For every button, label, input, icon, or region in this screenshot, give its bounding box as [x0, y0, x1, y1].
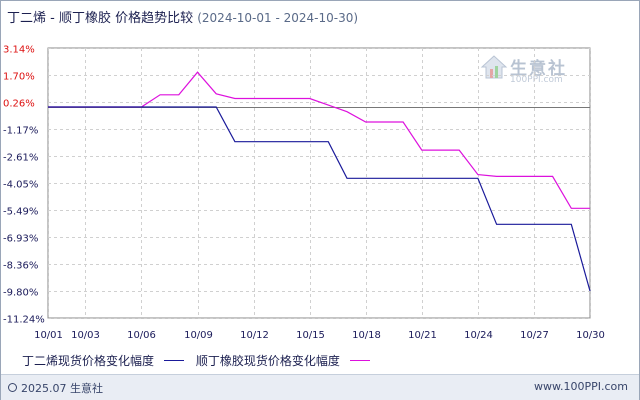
series-line-2 [48, 71, 590, 209]
legend-swatch-series2 [349, 360, 370, 361]
x-tick-label: 10/06 [127, 330, 156, 341]
y-tick-label: -2.61% [3, 153, 38, 164]
x-tick-label: 10/27 [520, 330, 549, 341]
legend-swatch-series1 [164, 360, 185, 361]
x-tick-label: 10/01 [34, 330, 63, 341]
footer-copyright: 2025.07 生意社 [8, 380, 103, 396]
chart-title-main: 丁二烯 - 顺丁橡胶 价格趋势比较 [7, 11, 194, 26]
x-tick-label: 10/21 [408, 330, 437, 341]
legend-item-series1: 丁二烯现货价格变化幅度 [22, 352, 185, 369]
watermark-cn: 生意社 [510, 59, 567, 79]
y-tick-label: -1.17% [3, 126, 38, 137]
y-tick-label: -8.36% [3, 261, 38, 272]
copyright-icon [8, 383, 17, 392]
y-tick-label: 1.70% [3, 72, 35, 83]
y-tick-label: -11.24% [3, 315, 45, 326]
series [48, 71, 591, 292]
footer-site-text: www.100PPI.com [534, 380, 628, 393]
chart-date-range: (2024-10-01 - 2024-10-30) [197, 11, 359, 25]
footer-site-link[interactable]: www.100PPI.com [534, 380, 628, 393]
x-tick-label: 10/30 [576, 330, 605, 341]
x-tick-label: 10/24 [464, 330, 493, 341]
y-tick-label: 3.14% [3, 45, 35, 56]
y-tick-label: -5.49% [3, 207, 38, 218]
y-tick-label: -6.93% [3, 234, 38, 245]
legend-label-series2: 顺丁橡胶现货价格变化幅度 [195, 354, 340, 368]
x-tick-label: 10/18 [352, 330, 381, 341]
legend-label-series1: 丁二烯现货价格变化幅度 [22, 354, 155, 368]
footer-copyright-text: 2025.07 生意社 [21, 382, 103, 395]
watermark-logo: 生意社 100PPI.com [480, 54, 565, 85]
y-tick-label: -9.80% [3, 288, 38, 299]
x-tick-label: 10/15 [296, 330, 325, 341]
legend: 丁二烯现货价格变化幅度 顺丁橡胶现货价格变化幅度 [22, 352, 378, 369]
x-tick-label: 10/03 [71, 330, 100, 341]
house-logo-icon [480, 55, 508, 79]
footer-bar [1, 374, 639, 400]
legend-item-series2: 顺丁橡胶现货价格变化幅度 [196, 352, 370, 369]
grid [47, 47, 591, 319]
y-tick-label: 0.26% [3, 99, 35, 110]
x-tick-label: 10/09 [184, 330, 213, 341]
series-line-1 [48, 106, 591, 292]
chart-title: 丁二烯 - 顺丁橡胶 价格趋势比较 (2024-10-01 - 2024-10-… [7, 7, 358, 26]
axes: 3.14% 1.70% 0.26% -1.17% -2.61% -4.05% -5.49% -… [3, 45, 605, 342]
x-tick-label: 10/12 [240, 330, 269, 341]
y-tick-label: -4.05% [3, 180, 38, 191]
watermark-en: 100PPI.com [510, 75, 563, 85]
